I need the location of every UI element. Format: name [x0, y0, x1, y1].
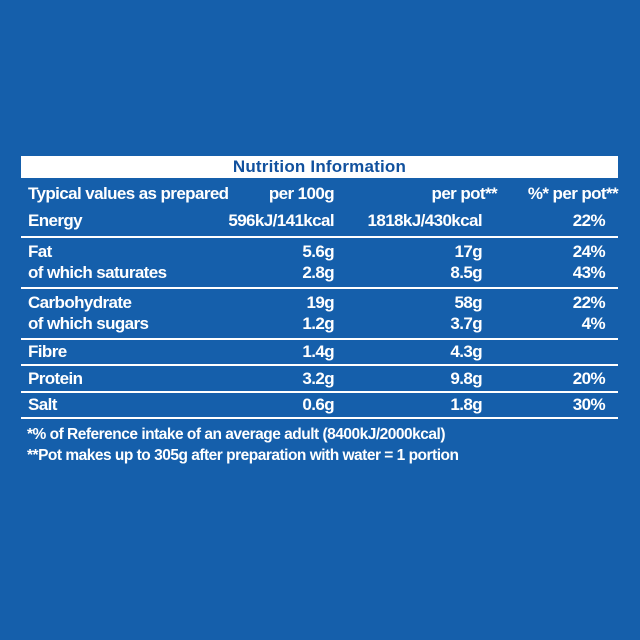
- value-per-100g: 1.4g: [302, 342, 334, 361]
- footnotes: *% of Reference intake of an average adu…: [21, 424, 618, 466]
- value-pct-per-pot: 22%: [572, 211, 606, 230]
- section-salt: Salt 0.6g 1.8g 30%: [21, 393, 618, 419]
- value-per-100g: 596kJ/141kcal: [228, 211, 334, 230]
- value-per-pot: 1.8g: [450, 395, 482, 414]
- row-of-which-sugars: of which sugars 1.2g 3.7g 4%: [21, 313, 618, 334]
- row-protein: Protein 3.2g 9.8g 20%: [21, 366, 618, 391]
- row-fat: Fat 5.6g 17g 24%: [21, 241, 618, 262]
- title-bar: Nutrition Information: [21, 156, 618, 178]
- value-per-100g: 0.6g: [302, 395, 334, 414]
- value-pct-per-pot: 20%: [572, 369, 606, 388]
- value-pct-per-pot: 24%: [572, 242, 606, 261]
- value-per-pot: 9.8g: [450, 369, 482, 388]
- table-header-row: Typical values as prepared per 100g per …: [21, 178, 619, 206]
- value-per-pot: 58g: [454, 293, 483, 312]
- row-label: Salt: [28, 395, 57, 414]
- row-salt: Salt 0.6g 1.8g 30%: [21, 393, 618, 417]
- value-per-100g: 2.8g: [302, 263, 334, 282]
- panel-title: Nutrition Information: [232, 157, 407, 176]
- row-label: of which saturates: [28, 263, 167, 282]
- column-header-per-100g: per 100g: [268, 184, 335, 203]
- nutrition-table: Typical values as prepared per 100g per …: [21, 178, 619, 419]
- row-label: Energy: [28, 211, 83, 230]
- footnote-reference-intake: *% of Reference intake of an average adu…: [27, 426, 446, 443]
- row-label: Carbohydrate: [28, 293, 132, 312]
- value-per-pot: 4.3g: [450, 342, 482, 361]
- value-per-100g: 1.2g: [302, 314, 334, 333]
- footnote-pot-preparation: **Pot makes up to 305g after preparation…: [27, 447, 459, 464]
- row-carbohydrate: Carbohydrate 19g 58g 22%: [21, 292, 618, 313]
- value-per-pot: 1818kJ/430kcal: [367, 211, 482, 230]
- section-fat: Fat 5.6g 17g 24% of which saturates 2.8g…: [21, 238, 618, 289]
- row-label: Fat: [28, 242, 52, 261]
- value-per-pot: 17g: [454, 242, 483, 261]
- section-energy: Energy 596kJ/141kcal 1818kJ/430kcal 22%: [21, 206, 618, 238]
- section-protein: Protein 3.2g 9.8g 20%: [21, 366, 618, 393]
- row-label: Protein: [28, 369, 83, 388]
- column-header-per-pot: per pot**: [431, 184, 498, 203]
- row-label: Fibre: [28, 342, 67, 361]
- row-of-which-saturates: of which saturates 2.8g 8.5g 43%: [21, 262, 618, 283]
- value-pct-per-pot: 22%: [572, 293, 606, 312]
- row-fibre: Fibre 1.4g 4.3g: [21, 340, 618, 364]
- nutrition-label-panel: Nutrition Information Typical values as …: [21, 156, 619, 466]
- value-pct-per-pot: 30%: [572, 395, 606, 414]
- section-fibre: Fibre 1.4g 4.3g: [21, 340, 618, 366]
- value-per-100g: 5.6g: [302, 242, 334, 261]
- value-per-100g: 3.2g: [302, 369, 334, 388]
- section-carbohydrate: Carbohydrate 19g 58g 22% of which sugars…: [21, 289, 618, 340]
- row-label: of which sugars: [28, 314, 149, 333]
- value-pct-per-pot: 43%: [572, 263, 606, 282]
- row-energy: Energy 596kJ/141kcal 1818kJ/430kcal 22%: [21, 206, 618, 236]
- value-per-pot: 8.5g: [450, 263, 482, 282]
- column-header-typical-values: Typical values as prepared: [28, 184, 229, 203]
- value-pct-per-pot: 4%: [581, 314, 606, 333]
- value-per-pot: 3.7g: [450, 314, 482, 333]
- column-header-pct-per-pot: %* per pot**: [527, 184, 619, 203]
- value-per-100g: 19g: [306, 293, 335, 312]
